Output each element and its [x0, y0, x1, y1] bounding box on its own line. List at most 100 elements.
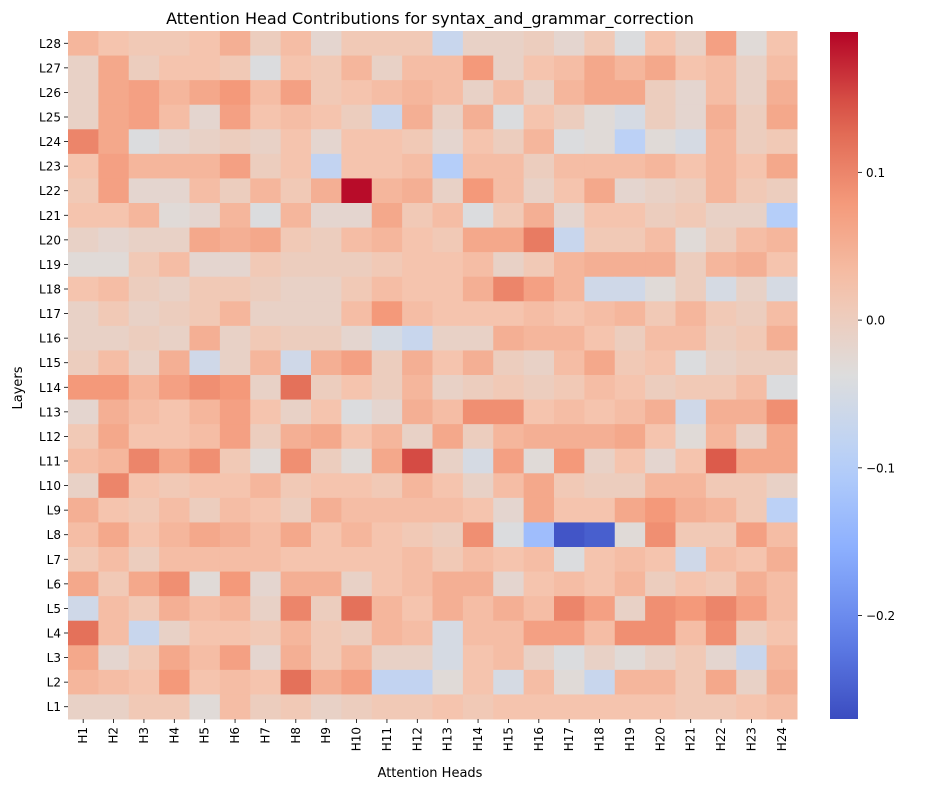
heatmap-cell-L20-H12 — [402, 227, 434, 253]
colorbar — [830, 32, 858, 719]
heatmap-cell-L15-H2 — [98, 350, 130, 376]
heatmap-cell-L20-H4 — [159, 227, 191, 253]
heatmap-cell-L17-H13 — [432, 301, 464, 327]
heatmap-cell-L18-H21 — [675, 276, 707, 302]
heatmap-cell-L2-H6 — [219, 669, 251, 695]
heatmap-cell-L9-H15 — [493, 497, 525, 523]
heatmap-cell-L13-H3 — [128, 399, 160, 425]
heatmap-cell-L5-H19 — [614, 596, 646, 622]
heatmap-cell-L18-H1 — [68, 276, 99, 302]
heatmap-cell-L14-H20 — [645, 375, 677, 401]
heatmap-cell-L4-H17 — [554, 620, 585, 646]
heatmap-cell-L25-H12 — [402, 104, 434, 130]
heatmap-cell-L18-H19 — [614, 276, 646, 302]
heatmap-cell-L26-H13 — [432, 80, 464, 106]
heatmap-cell-L23-H5 — [189, 153, 221, 179]
heatmap-cell-L27-H2 — [98, 55, 130, 81]
heatmap-cell-L4-H2 — [98, 620, 130, 646]
heatmap-cell-L20-H5 — [189, 227, 221, 253]
heatmap-cell-L24-H18 — [584, 129, 616, 155]
heatmap-cell-L13-H19 — [614, 399, 646, 425]
heatmap-cell-L18-H4 — [159, 276, 191, 302]
heatmap-cell-L8-H10 — [341, 522, 373, 548]
x-tick-label: H8 — [289, 727, 303, 744]
heatmap-cell-L7-H24 — [766, 547, 798, 573]
y-tick-label: L12 — [39, 430, 61, 444]
heatmap-cell-L24-H15 — [493, 129, 525, 155]
x-tick-label: H14 — [471, 727, 485, 751]
heatmap-cell-L8-H16 — [523, 522, 555, 548]
heatmap-cell-L10-H16 — [523, 473, 555, 499]
heatmap-cell-L26-H18 — [584, 80, 616, 106]
heatmap-cell-L16-H18 — [584, 325, 616, 351]
heatmap-cell-L22-H2 — [98, 178, 130, 204]
heatmap-cell-L4-H19 — [614, 620, 646, 646]
heatmap-cell-L20-H16 — [523, 227, 555, 253]
heatmap-cell-L22-H11 — [371, 178, 403, 204]
heatmap-cell-L14-H6 — [219, 375, 251, 401]
heatmap-cell-L1-H23 — [736, 694, 768, 720]
heatmap-cell-L7-H6 — [219, 547, 251, 573]
heatmap-cell-L9-H1 — [68, 497, 99, 523]
heatmap-cell-L2-H17 — [554, 669, 585, 695]
heatmap-cell-L8-H8 — [280, 522, 312, 548]
heatmap-cell-L12-H11 — [371, 424, 403, 450]
heatmap-cell-L12-H23 — [736, 424, 768, 450]
heatmap-cell-L24-H17 — [554, 129, 585, 155]
heatmap-cell-L13-H22 — [705, 399, 737, 425]
y-tick-label: L2 — [47, 676, 61, 690]
heatmap-cell-L4-H13 — [432, 620, 464, 646]
x-axis-ticks: H1 H2 H3 H4 H5 H6 H7 H8 H9 H10 H11 H12 H13 H14 H15 H16 H… — [76, 719, 789, 751]
heatmap-cell-L9-H5 — [189, 497, 221, 523]
heatmap-cell-L26-H14 — [462, 80, 494, 106]
y-tick-label: L27 — [39, 61, 61, 75]
heatmap-cell-L21-H2 — [98, 203, 130, 229]
heatmap-cell-L18-H7 — [250, 276, 282, 302]
heatmap-cell-L8-H23 — [736, 522, 768, 548]
heatmap-cell-L3-H21 — [675, 645, 707, 671]
heatmap-cell-L7-H15 — [493, 547, 525, 573]
heatmap-cell-L20-H21 — [675, 227, 707, 253]
heatmap-cell-L10-H5 — [189, 473, 221, 499]
heatmap-cell-L21-H5 — [189, 203, 221, 229]
heatmap-cell-L25-H16 — [523, 104, 555, 130]
heatmap-cell-L8-H14 — [462, 522, 494, 548]
heatmap-cell-L26-H9 — [311, 80, 342, 106]
heatmap-cell-L4-H3 — [128, 620, 160, 646]
heatmap-cell-L1-H15 — [493, 694, 525, 720]
heatmap-cell-L18-H18 — [584, 276, 616, 302]
x-tick-label: H21 — [684, 727, 698, 751]
heatmap-cell-L17-H9 — [311, 301, 342, 327]
heatmap-cell-L15-H14 — [462, 350, 494, 376]
heatmap-cell-L15-H5 — [189, 350, 221, 376]
heatmap-cell-L17-H17 — [554, 301, 585, 327]
heatmap-cell-L28-H20 — [645, 31, 677, 57]
heatmap-cell-L22-H15 — [493, 178, 525, 204]
y-tick-label: L19 — [39, 258, 61, 272]
heatmap-cell-L5-H23 — [736, 596, 768, 622]
heatmap-cell-L7-H2 — [98, 547, 130, 573]
heatmap-cell-L19-H8 — [280, 252, 312, 278]
heatmap-cell-L8-H15 — [493, 522, 525, 548]
heatmap-cell-L21-H19 — [614, 203, 646, 229]
heatmap-cell-L12-H18 — [584, 424, 616, 450]
y-tick-label: L23 — [39, 160, 61, 174]
heatmap-cell-L15-H6 — [219, 350, 251, 376]
heatmap-cell-L11-H7 — [250, 448, 282, 474]
heatmap-cell-L4-H16 — [523, 620, 555, 646]
heatmap-cell-L16-H9 — [311, 325, 342, 351]
heatmap-cell-L2-H3 — [128, 669, 160, 695]
heatmap-cell-L3-H3 — [128, 645, 160, 671]
heatmap-cell-L18-H10 — [341, 276, 373, 302]
heatmap-cell-L22-H3 — [128, 178, 160, 204]
heatmap-cell-L27-H8 — [280, 55, 312, 81]
heatmap-cell-L27-H22 — [705, 55, 737, 81]
heatmap-cell-L24-H16 — [523, 129, 555, 155]
heatmap-cell-L27-H19 — [614, 55, 646, 81]
heatmap-cell-L9-H10 — [341, 497, 373, 523]
heatmap-cell-L26-H5 — [189, 80, 221, 106]
heatmap-cell-L1-H13 — [432, 694, 464, 720]
heatmap-cell-L3-H7 — [250, 645, 282, 671]
heatmap-cell-L9-H18 — [584, 497, 616, 523]
heatmap-cell-L28-H4 — [159, 31, 191, 57]
